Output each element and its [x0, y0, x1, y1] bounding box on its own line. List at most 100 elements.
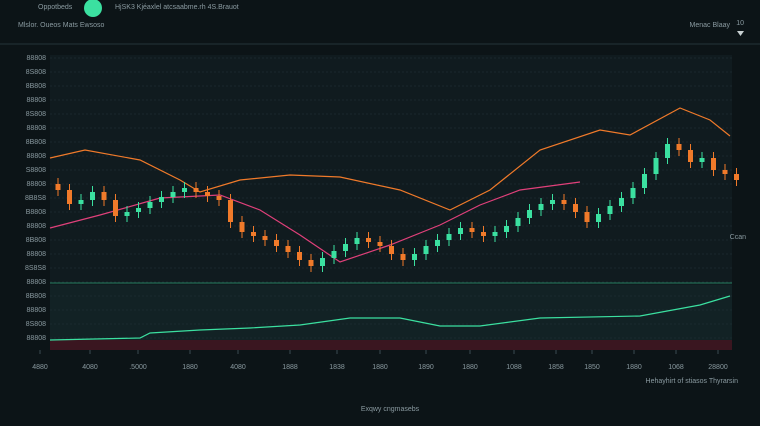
candle-body — [216, 196, 222, 200]
candle-body — [274, 240, 279, 246]
candle-body — [504, 226, 509, 232]
candle-body — [423, 246, 429, 254]
candle-body — [469, 228, 475, 232]
side-label: Ccan — [730, 234, 746, 241]
dropdown-arrow[interactable] — [737, 31, 744, 36]
candle-body — [699, 158, 705, 162]
y-tick-label: 8S808 — [26, 321, 46, 328]
candle-body — [607, 206, 613, 214]
y-tick-label: 88808 — [27, 181, 47, 188]
candle-body — [354, 238, 360, 244]
candle-body — [538, 204, 544, 210]
candle-body — [653, 158, 659, 174]
candle-body — [170, 192, 176, 197]
candle-body — [711, 158, 716, 170]
candle-body — [389, 246, 394, 254]
candle-body — [55, 184, 61, 190]
subtitle: Mlslor. Oueos Mats Ewsoso — [18, 22, 104, 29]
candle-body — [665, 144, 670, 158]
x-tick-label: 1068 — [668, 364, 684, 371]
x-tick-label: 4080 — [230, 364, 246, 371]
candle-body — [515, 218, 521, 226]
candle-body — [67, 190, 72, 204]
x-tick-label: 1890 — [418, 364, 434, 371]
x-tick-label: 1880 — [182, 364, 198, 371]
candle-body — [124, 212, 130, 216]
candle-body — [722, 170, 728, 174]
x-tick-label: 1880 — [626, 364, 642, 371]
y-tick-label: S8808 — [26, 167, 46, 174]
y-tick-label: 8B808 — [26, 237, 46, 244]
x-tick-label: 1880 — [372, 364, 388, 371]
menu[interactable]: Menac Blaay — [690, 22, 731, 29]
candle-body — [458, 228, 463, 234]
caption: Exqwy cngmasebs — [361, 406, 420, 413]
y-tick-label: 88808 — [27, 307, 47, 314]
y-tick-label: 8B808 — [26, 139, 46, 146]
y-tick-label: 8B808 — [26, 293, 46, 300]
candle-body — [481, 232, 486, 236]
x-tick-label: 4080 — [82, 364, 98, 371]
candle-body — [320, 258, 325, 266]
x-tick-label: 4880 — [32, 364, 48, 371]
candle-body — [642, 174, 647, 188]
indicator-line — [49, 295, 731, 341]
candle-body — [239, 222, 245, 232]
candle-body — [446, 234, 452, 240]
y-tick-label: 88808 — [27, 335, 47, 342]
candle-body — [734, 174, 739, 180]
candle-body — [377, 242, 383, 246]
x-tick-label: 1838 — [329, 364, 345, 371]
candle-body — [400, 254, 406, 260]
y-tick-label: B8808 — [26, 209, 46, 216]
candle-body — [366, 238, 371, 242]
candle-body — [676, 144, 682, 150]
y-tick-label: 8S8S8 — [25, 265, 46, 272]
logo[interactable] — [84, 0, 102, 17]
indicator-panel — [50, 285, 732, 340]
candle-body — [182, 188, 187, 192]
legend-note: Hehayhirt of stiasos Thyrarsin — [646, 378, 739, 385]
x-tick-label: 1880 — [462, 364, 478, 371]
x-tick-label: 1888 — [282, 364, 298, 371]
y-tick-label: 88808 — [27, 223, 47, 230]
ticker-info: HjSK3 Kjéaxlel atcsaabme.rh 4S.Brauot — [115, 4, 239, 11]
candle-body — [205, 192, 210, 196]
candle-body — [113, 200, 118, 216]
x-tick-label: 1088 — [506, 364, 522, 371]
menu-value[interactable]: 10 — [736, 20, 744, 27]
candle-body — [688, 150, 693, 162]
y-tick-label: 8B8S8 — [25, 195, 46, 202]
candle-body — [550, 200, 555, 204]
brand: Oppotbeds — [38, 4, 73, 11]
candle-body — [159, 197, 164, 202]
candle-body — [630, 188, 636, 198]
candle-body — [343, 244, 348, 251]
candle-body — [573, 204, 578, 212]
candle-body — [308, 260, 314, 266]
candle-body — [297, 252, 302, 260]
candle-body — [78, 200, 84, 204]
candle-body — [412, 254, 417, 260]
candle-body — [435, 240, 440, 246]
y-tick-label: 88808 — [27, 55, 47, 62]
candle-body — [584, 212, 590, 222]
y-tick-label: 8S808 — [26, 69, 46, 76]
y-tick-label: 88808 — [27, 125, 47, 132]
x-tick-label: 28800 — [708, 364, 728, 371]
y-tick-label: 88808 — [27, 251, 47, 258]
candle-body — [147, 202, 153, 208]
candle-body — [262, 236, 268, 240]
y-tick-label: 8S808 — [26, 111, 46, 118]
candle-body — [527, 210, 532, 218]
indicator-line — [49, 107, 731, 211]
candle-body — [596, 214, 601, 222]
candle-body — [561, 200, 567, 204]
y-tick-label: 8B808 — [26, 83, 46, 90]
candle-body — [251, 232, 256, 236]
x-tick-label: 1858 — [548, 364, 564, 371]
y-tick-label: 88808 — [27, 153, 47, 160]
indicator-band — [50, 340, 732, 350]
